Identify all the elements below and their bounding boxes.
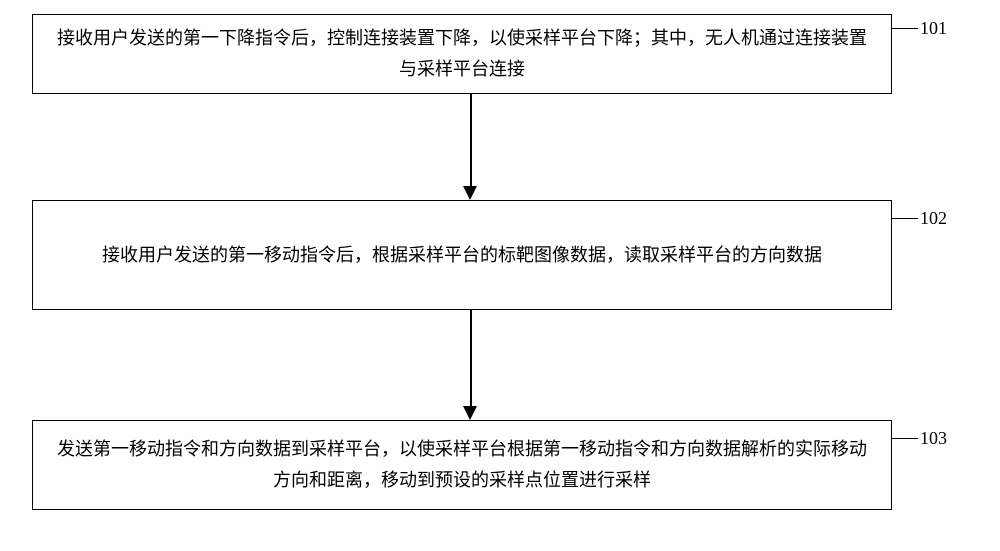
step-label-3: 103: [920, 428, 947, 449]
flow-step-1: 接收用户发送的第一下降指令后，控制连接装置下降，以使采样平台下降；其中，无人机通…: [32, 14, 892, 94]
flow-step-3: 发送第一移动指令和方向数据到采样平台，以使采样平台根据第一移动指令和方向数据解析…: [32, 420, 892, 510]
label-line-3: [892, 438, 918, 439]
label-line-2: [892, 218, 918, 219]
arrow-1-head: [463, 186, 477, 200]
arrow-2-head: [463, 406, 477, 420]
flowchart-container: 接收用户发送的第一下降指令后，控制连接装置下降，以使采样平台下降；其中，无人机通…: [0, 0, 1000, 551]
step-label-1: 101: [920, 18, 947, 39]
flow-step-2-text: 接收用户发送的第一移动指令后，根据采样平台的标靶图像数据，读取采样平台的方向数据: [102, 240, 822, 271]
arrow-1-line: [470, 94, 472, 186]
label-line-1: [892, 28, 918, 29]
flow-step-2: 接收用户发送的第一移动指令后，根据采样平台的标靶图像数据，读取采样平台的方向数据: [32, 200, 892, 310]
flow-step-3-text: 发送第一移动指令和方向数据到采样平台，以使采样平台根据第一移动指令和方向数据解析…: [53, 434, 871, 495]
arrow-2-line: [470, 310, 472, 406]
flow-step-1-text: 接收用户发送的第一下降指令后，控制连接装置下降，以使采样平台下降；其中，无人机通…: [53, 23, 871, 84]
step-label-2: 102: [920, 208, 947, 229]
